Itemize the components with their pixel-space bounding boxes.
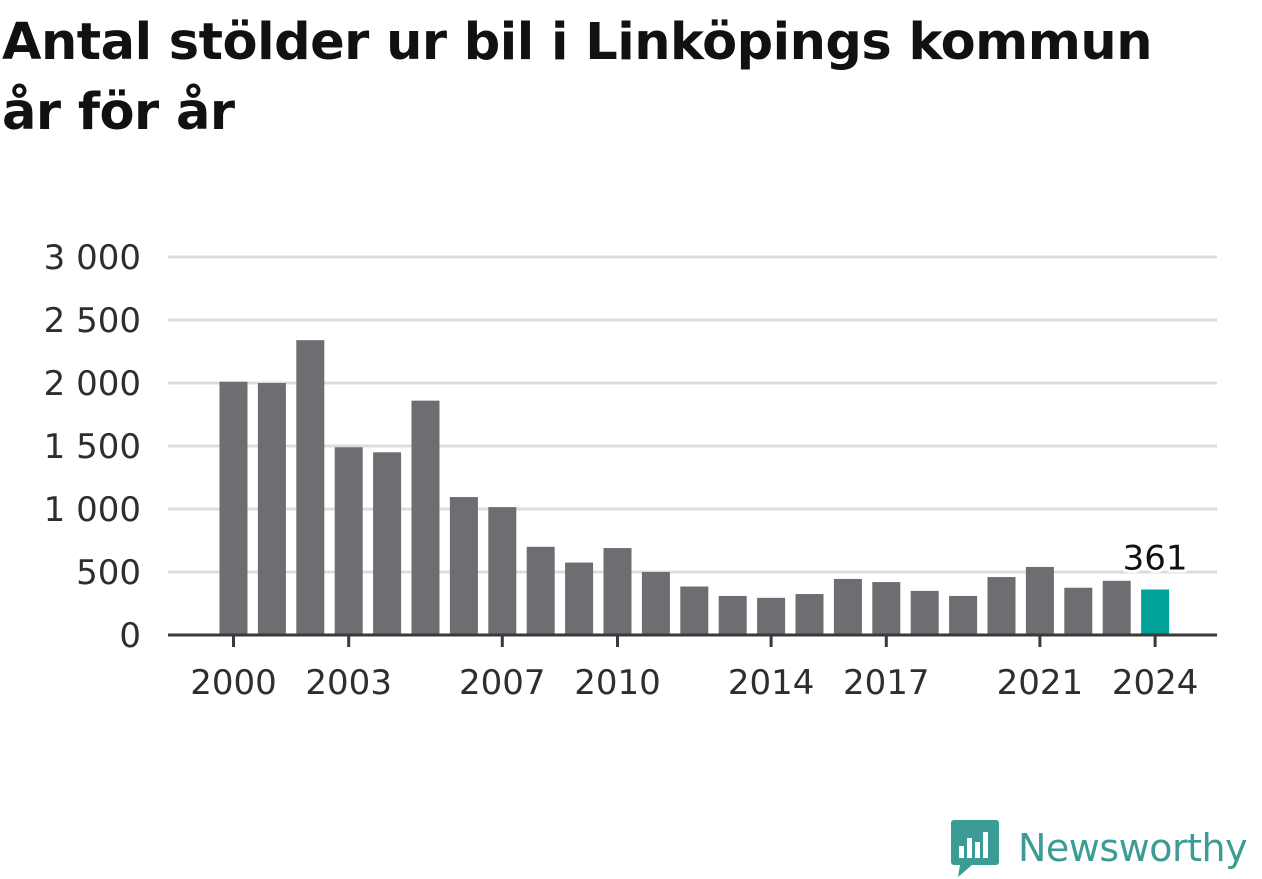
brand: Newsworthy [950, 818, 1248, 878]
y-tick-label: 2 000 [44, 364, 141, 404]
bar [411, 400, 440, 635]
bar [795, 594, 824, 635]
bar [296, 340, 325, 635]
bar [757, 597, 786, 635]
y-tick-label: 0 [119, 616, 141, 656]
y-tick-label: 3 000 [44, 238, 141, 278]
data-label: 361 [1123, 539, 1188, 579]
bar [833, 578, 862, 635]
bar [526, 546, 555, 635]
bar [1025, 566, 1054, 635]
x-tick-label: 2007 [459, 663, 546, 703]
bar [565, 562, 594, 635]
y-tick-label: 500 [76, 553, 141, 593]
x-tick-label: 2021 [997, 663, 1084, 703]
bar [718, 595, 747, 635]
bar [334, 447, 363, 635]
x-tick-label: 2000 [190, 663, 277, 703]
bar [488, 507, 517, 635]
x-tick-label: 2017 [843, 663, 930, 703]
x-axis-ticks: 2000 2003 2007 2010 2014 2017 2021 2024 [190, 635, 1198, 703]
data-labels: 361 [1120, 536, 1191, 582]
newsworthy-logo-icon [951, 820, 999, 877]
bar [1064, 587, 1093, 635]
bar [449, 497, 478, 635]
bar [872, 582, 901, 635]
brand-name: Newsworthy [1018, 826, 1248, 870]
x-tick-label: 2010 [574, 663, 661, 703]
y-tick-label: 2 500 [44, 301, 141, 341]
bar [1102, 580, 1131, 635]
bar [219, 381, 248, 635]
bar [910, 590, 939, 635]
bar [680, 586, 709, 635]
gridlines [168, 255, 1217, 574]
bar [257, 383, 286, 635]
bar-highlight [1141, 589, 1170, 635]
bars [219, 340, 1170, 635]
x-tick-label: 2024 [1112, 663, 1199, 703]
bar [987, 577, 1016, 635]
bar [949, 595, 978, 635]
bar [373, 452, 402, 635]
bar [641, 572, 670, 635]
y-axis-ticks: 0 500 1 000 1 500 2 000 2 500 3 000 [44, 238, 141, 656]
chart-title: Antal stölder ur bil i Linköpings kommun… [2, 13, 1153, 142]
y-tick-label: 1 000 [44, 490, 141, 530]
x-tick-label: 2003 [305, 663, 392, 703]
x-tick-label: 2014 [728, 663, 815, 703]
bar [603, 548, 632, 635]
y-tick-label: 1 500 [44, 427, 141, 467]
